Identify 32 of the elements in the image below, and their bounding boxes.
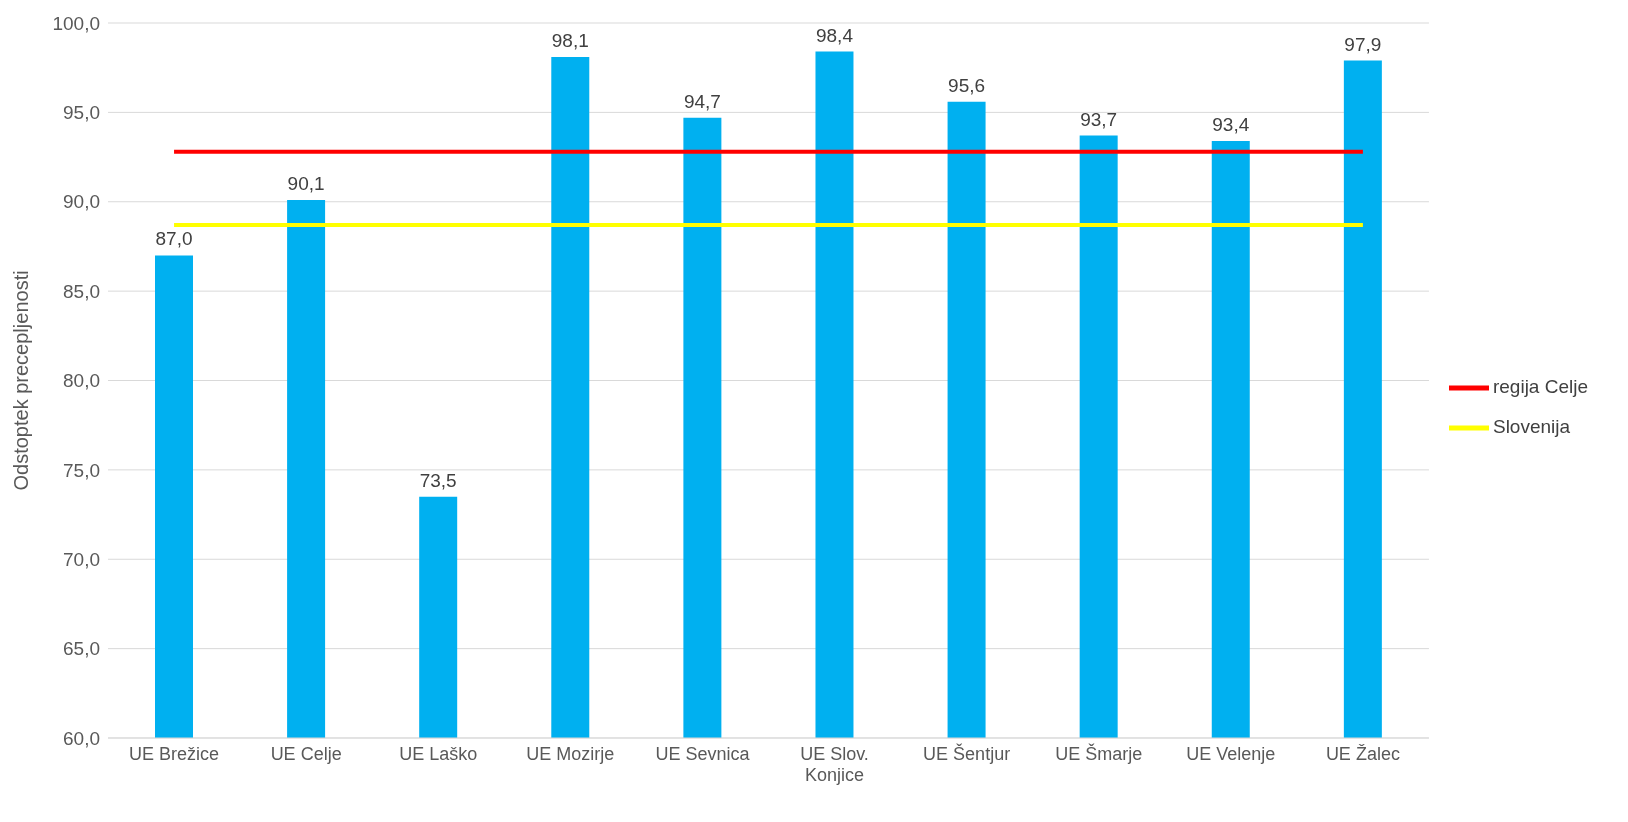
y-tick-label: 90,0 — [63, 191, 100, 213]
data-label: 97,9 — [1344, 33, 1382, 55]
x-tick-label: UE Šentjur — [923, 743, 1011, 764]
x-tick-label: UE Celje — [270, 744, 342, 764]
y-tick-label: 70,0 — [63, 548, 100, 570]
x-tick-label: UE Šmarje — [1055, 743, 1143, 764]
y-tick-label: 100,0 — [52, 12, 100, 34]
y-tick-label: 85,0 — [63, 280, 100, 302]
legend-label: Slovenija — [1492, 416, 1571, 438]
y-tick-label: 75,0 — [63, 459, 100, 481]
x-tick-label: UE Slov. Konjice — [800, 744, 869, 785]
data-label: 87,0 — [155, 228, 193, 250]
y-axis-title: Odstoptek precepljenosti — [10, 270, 33, 491]
x-tick-label: UE Mozirje — [526, 744, 615, 764]
x-tick-label: UE Sevnica — [655, 744, 751, 764]
x-tick-label: UE Velenje — [1186, 744, 1276, 764]
y-tick-label: 95,0 — [63, 102, 100, 124]
data-label: 94,7 — [683, 90, 721, 112]
x-tick-label: UE Brežice — [129, 744, 220, 764]
y-tick-label: 60,0 — [63, 727, 100, 749]
data-label: 93,4 — [1212, 113, 1250, 135]
data-label: 73,5 — [419, 469, 457, 491]
data-label: 98,4 — [815, 24, 854, 46]
x-tick-label: UE Laško — [399, 744, 478, 764]
y-tick-label: 65,0 — [63, 638, 100, 660]
legend-label: regija Celje — [1492, 376, 1588, 398]
data-label: 90,1 — [287, 172, 325, 194]
data-label: 95,6 — [948, 74, 986, 96]
x-tick-label: UE Žalec — [1325, 744, 1400, 764]
data-label: 93,7 — [1080, 108, 1118, 130]
data-label: 98,1 — [551, 29, 589, 51]
y-tick-label: 80,0 — [63, 370, 100, 392]
